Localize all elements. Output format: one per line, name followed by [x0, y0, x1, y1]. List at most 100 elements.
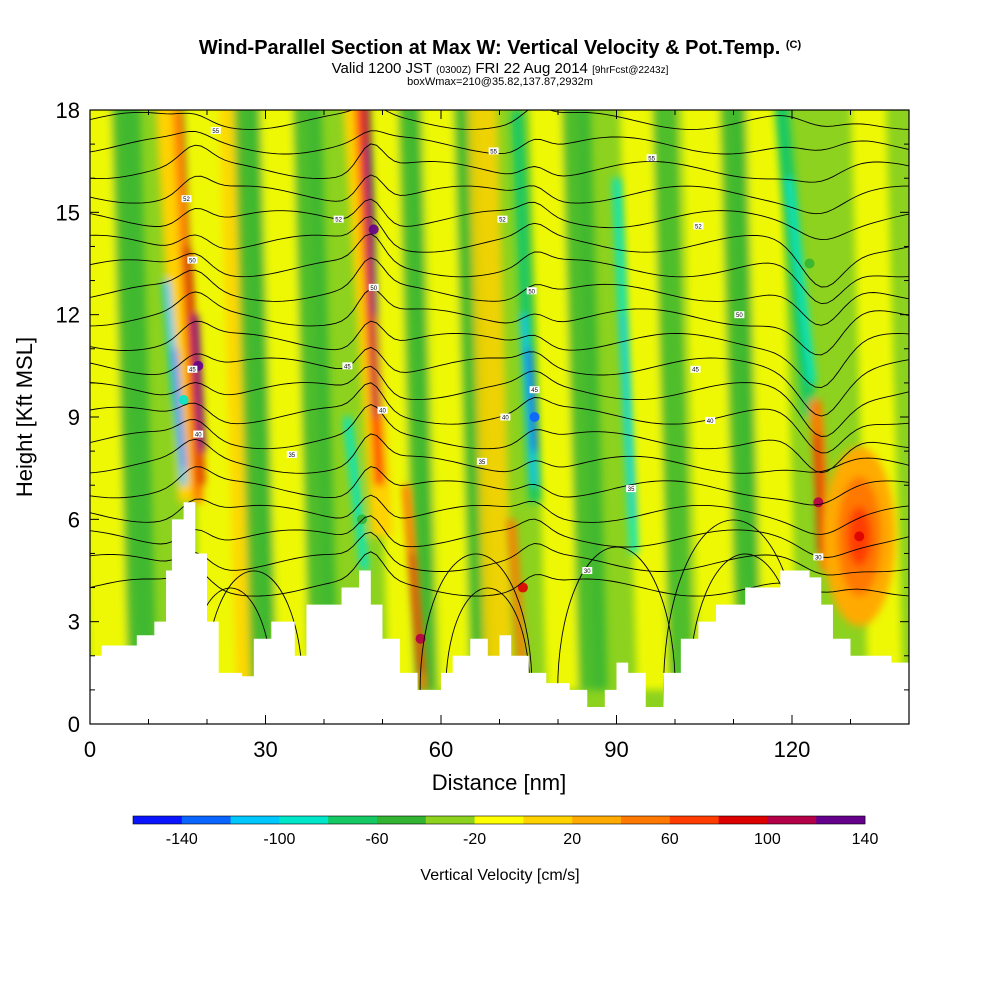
forecast-info: [9hrFcst@2243z]	[592, 65, 669, 76]
theta-contour	[90, 531, 909, 576]
y-axis-title: Height [Kft MSL]	[12, 337, 37, 497]
theta-contour	[90, 382, 909, 454]
texture-band	[467, 110, 515, 690]
svg-text:52: 52	[335, 218, 342, 224]
updraft-core	[854, 531, 865, 542]
theta-contour	[90, 320, 909, 389]
theta-contour	[90, 403, 909, 474]
colorbar-tick-label: 60	[661, 831, 679, 848]
colorbar-swatch	[181, 816, 231, 824]
colorbar-swatch	[718, 816, 768, 824]
y-tick-label: 3	[68, 610, 80, 635]
downdraft-streak	[343, 417, 369, 571]
updraft-core	[415, 633, 426, 644]
contour-label: 40	[705, 416, 716, 425]
y-tick-label: 15	[56, 200, 80, 225]
y-tick-label: 12	[56, 303, 80, 328]
texture-band	[652, 110, 693, 690]
svg-text:55: 55	[648, 156, 655, 162]
contour-label: 50	[187, 256, 198, 265]
contour-label: 52	[497, 215, 508, 224]
contour-label: 50	[368, 283, 379, 292]
svg-text:30: 30	[815, 555, 822, 561]
contour-label: 50	[734, 311, 745, 319]
svg-text:35: 35	[628, 487, 635, 493]
colorbar-swatch	[621, 816, 671, 824]
colorbar-tick-label: 20	[563, 831, 581, 848]
colorbar-tick-label: -100	[263, 831, 295, 848]
theta-contour	[90, 110, 909, 130]
theta-contour	[90, 233, 909, 305]
svg-text:55: 55	[212, 129, 219, 135]
contour-label: 52	[181, 195, 192, 203]
svg-text:45: 45	[692, 368, 699, 374]
theta-contour	[90, 433, 909, 474]
contour-label: 55	[646, 154, 657, 162]
contour-label: 35	[286, 451, 297, 459]
y-tick-label: 0	[68, 712, 80, 737]
contour-label: 52	[333, 215, 344, 224]
valid-utc: (0300Z)	[436, 65, 472, 76]
svg-text:35: 35	[288, 453, 295, 459]
y-tick-label: 6	[68, 507, 80, 532]
downdraft-streak	[620, 314, 637, 520]
theta-contour	[90, 365, 909, 437]
contour-label: 30	[813, 553, 824, 561]
contour-label: 40	[500, 413, 511, 422]
colorbar-swatch	[767, 816, 817, 824]
svg-text:50: 50	[528, 289, 535, 295]
axes: 0 30 60 90 120 0 3 6 9 12 15 18 Distance [nm] Height …	[12, 98, 910, 795]
theta-contour	[90, 288, 909, 356]
updraft-core	[517, 582, 528, 593]
colorbar-swatch	[425, 816, 475, 824]
plot-area: 55 52 50 45 40 52 50 45 40 35 55 52 50 45 40 35 55 52 50 45…	[90, 110, 909, 724]
x-tick-label: 60	[429, 737, 453, 762]
updraft-core-streak	[814, 434, 824, 554]
theta-contour	[830, 110, 834, 111]
box-info: boxWmax=210@35.82,137.87,2932m	[407, 76, 593, 88]
contour-label: 40	[377, 406, 388, 415]
colorbar-swatch	[279, 816, 329, 824]
chart-subtitle: Valid 1200 JST (0300Z) FRI 22 Aug 2014 […	[0, 60, 1000, 77]
svg-text:50: 50	[736, 313, 743, 319]
x-axis-title: Distance [nm]	[432, 770, 567, 795]
svg-text:52: 52	[695, 224, 702, 230]
texture-band	[745, 110, 798, 690]
svg-text:50: 50	[189, 259, 196, 265]
svg-text:52: 52	[499, 218, 506, 224]
chart-title-text: Wind-Parallel Section at Max W: Vertical…	[198, 37, 781, 59]
contour-label: 40	[193, 430, 204, 439]
svg-text:55: 55	[490, 149, 497, 155]
theta-contour	[90, 466, 909, 506]
theta-contour	[90, 198, 909, 241]
updraft-core	[368, 224, 379, 235]
theta-contour	[90, 257, 909, 326]
svg-text:45: 45	[189, 368, 196, 374]
y-tick-label: 18	[56, 98, 80, 123]
colorbar-frame	[132, 815, 866, 825]
colorbar-tick-label: 100	[754, 831, 781, 848]
contour-label: 45	[690, 365, 701, 374]
svg-text:40: 40	[379, 409, 386, 415]
theta-contour	[90, 515, 909, 558]
colorbar-swatch	[669, 816, 719, 824]
texture-band	[292, 110, 339, 690]
theta-contour	[90, 143, 909, 183]
contour-label: 35	[476, 457, 487, 466]
y-tick-label: 9	[68, 405, 80, 430]
downdraft-core	[357, 514, 368, 525]
theta-contour	[90, 216, 909, 288]
downdraft-streak	[785, 178, 816, 383]
svg-text:52: 52	[183, 197, 190, 203]
downdraft-streak	[172, 348, 187, 469]
downdraft-core	[529, 412, 540, 422]
svg-text:30: 30	[584, 569, 591, 575]
colorbar-swatch	[328, 816, 378, 824]
texture-band	[110, 110, 158, 690]
colorbar-swatch	[377, 816, 427, 824]
copyright-mark: (C)	[785, 39, 802, 51]
svg-text:45: 45	[531, 388, 538, 394]
downdraft-core-streak	[526, 348, 537, 452]
theta-contour	[90, 346, 909, 417]
